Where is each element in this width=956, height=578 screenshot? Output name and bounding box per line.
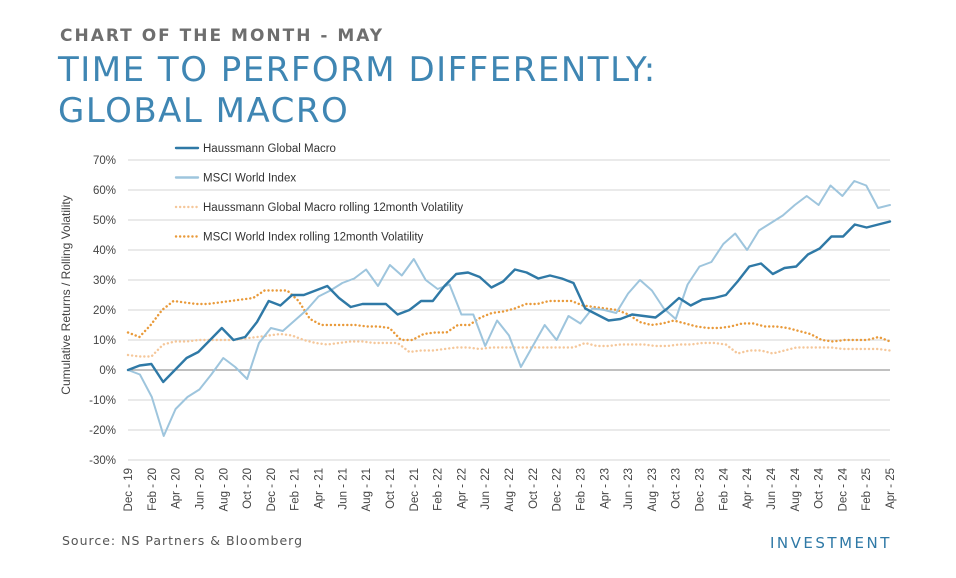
series-line-2	[126, 332, 892, 358]
x-tick-label: Jun - 20	[194, 468, 206, 510]
x-tick-label: Aug - 22	[504, 468, 516, 511]
x-tick-label: Apr - 25	[885, 468, 897, 509]
grid-lines	[128, 159, 890, 461]
x-tick-label: Apr - 24	[742, 467, 754, 509]
legend-label: Haussmann Global Macro rolling 12month V…	[203, 202, 463, 214]
x-tick-label: Dec - 23	[695, 468, 707, 511]
x-tick-label: Feb - 25	[861, 468, 873, 511]
brand-logo-text: INVESTMENT	[770, 534, 892, 552]
y-axis-ticks: -30% -20% -10% 0% 10% 20% 30% 40% 50% 60% 70%	[89, 155, 116, 467]
chart-title: TIME TO PERFORM DIFFERENTLY: GLOBAL MACR…	[58, 50, 657, 132]
y-tick-label: 30%	[93, 275, 116, 287]
y-tick-label: 40%	[93, 245, 116, 257]
y-tick-label: 20%	[93, 305, 116, 317]
x-tick-label: Jun - 21	[337, 468, 349, 510]
x-tick-label: Feb - 21	[290, 468, 302, 511]
x-tick-label: Dec - 24	[837, 467, 849, 511]
x-tick-label: Feb - 23	[575, 468, 587, 511]
x-tick-label: Oct - 20	[242, 468, 254, 509]
x-tick-label: Oct - 21	[385, 468, 397, 509]
x-axis-ticks: Dec - 19 Feb - 20 Apr - 20 Jun - 20 Aug - 20…	[123, 467, 897, 511]
series-line-3	[126, 289, 892, 343]
x-tick-label: Jun - 23	[623, 468, 635, 510]
legend-label: MSCI World Index rolling 12month Volatil…	[203, 232, 424, 244]
x-tick-label: Oct - 22	[528, 468, 540, 509]
x-tick-label: Apr - 23	[599, 468, 611, 509]
legend-label: Haussmann Global Macro	[203, 143, 336, 155]
x-tick-label: Feb - 24	[718, 467, 730, 510]
y-tick-label: 50%	[93, 215, 116, 227]
title-line-1: TIME TO PERFORM DIFFERENTLY:	[58, 50, 657, 90]
x-tick-label: Jun - 22	[480, 468, 492, 510]
x-tick-label: Feb - 22	[433, 468, 445, 511]
y-tick-label: -20%	[89, 425, 116, 437]
x-tick-label: Apr - 20	[171, 468, 183, 509]
chart-kicker: CHART OF THE MONTH - MAY	[60, 26, 385, 46]
x-tick-label: Dec - 19	[123, 468, 135, 511]
x-tick-label: Jun - 24	[766, 467, 778, 509]
y-tick-label: -30%	[89, 455, 116, 467]
x-tick-label: Apr - 21	[314, 468, 326, 509]
y-tick-label: -10%	[89, 395, 116, 407]
y-tick-label: 0%	[99, 365, 116, 377]
series-line-1	[127, 180, 891, 437]
y-axis-label: Cumulative Returns / Rolling Volatility	[59, 195, 73, 394]
source-note: Source: NS Partners & Bloomberg	[62, 533, 304, 548]
y-tick-label: 60%	[93, 185, 116, 197]
x-tick-label: Feb - 20	[147, 468, 159, 511]
x-tick-label: Aug - 24	[790, 467, 802, 511]
x-tick-label: Oct - 23	[671, 468, 683, 509]
x-tick-label: Dec - 20	[266, 468, 278, 511]
legend-label: MSCI World Index	[203, 173, 296, 185]
series-lines	[126, 180, 892, 437]
x-tick-label: Apr - 22	[456, 468, 468, 509]
x-tick-label: Aug - 23	[647, 468, 659, 511]
x-tick-label: Oct - 24	[814, 467, 826, 509]
x-tick-label: Dec - 22	[552, 468, 564, 511]
y-tick-label: 10%	[93, 335, 116, 347]
x-tick-label: Dec - 21	[409, 468, 421, 511]
series-line-0	[126, 220, 892, 384]
y-tick-label: 70%	[93, 155, 116, 167]
title-line-2: GLOBAL MACRO	[58, 91, 350, 131]
legend: Haussmann Global Macro MSCI World Index Ha…	[174, 143, 463, 244]
x-tick-label: Aug - 21	[361, 468, 373, 511]
x-tick-label: Aug - 20	[218, 468, 230, 511]
